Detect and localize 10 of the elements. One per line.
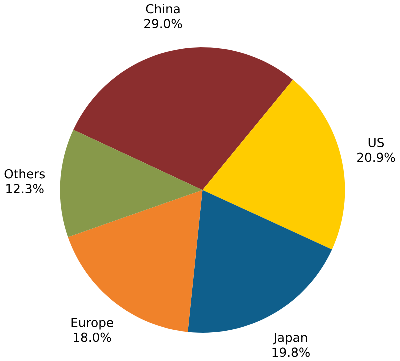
data-label: 18.0% (74, 332, 112, 342)
slice-label: Others (4, 169, 46, 179)
data-label: 12.3% (6, 184, 44, 194)
slice-label: Japan (273, 333, 308, 345)
slice-label: US (368, 138, 384, 148)
data-label: 29.0% (144, 19, 182, 28)
slice-label: China (146, 4, 180, 14)
data-label: 19.8% (272, 348, 310, 358)
slice-label: Europe (72, 318, 114, 330)
data-label: 20.9% (358, 152, 396, 162)
